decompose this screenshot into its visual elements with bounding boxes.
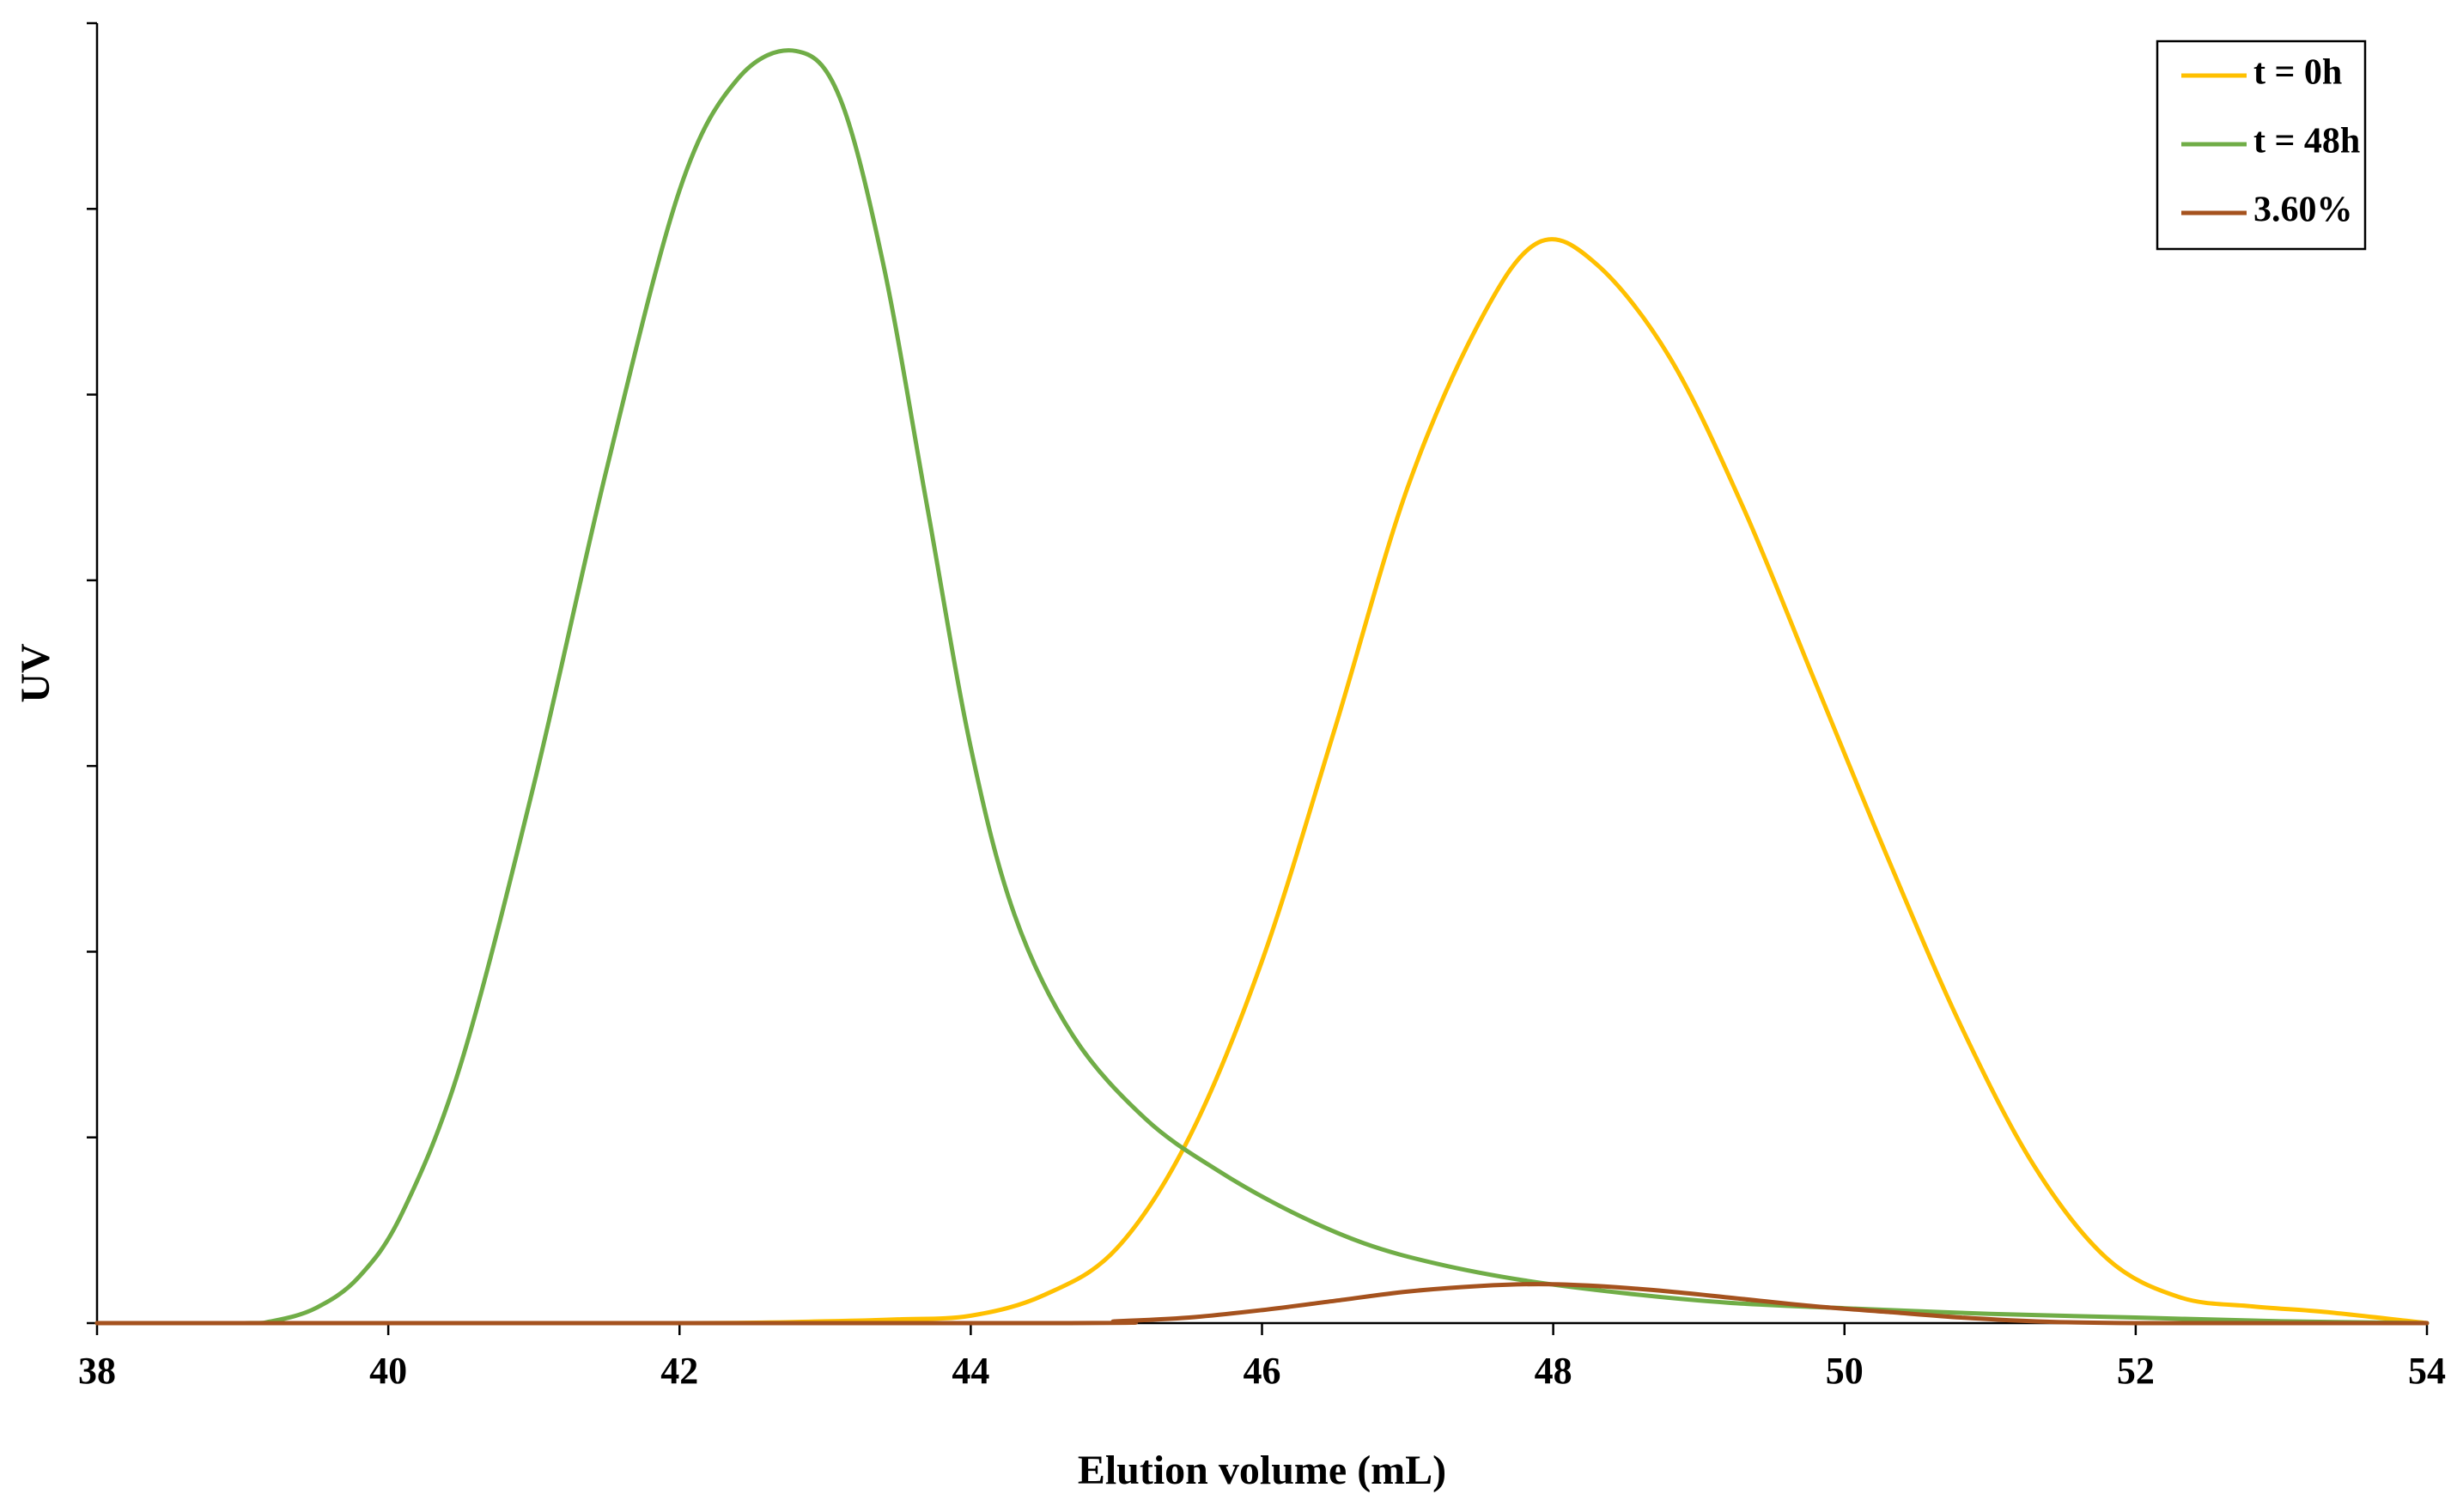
x-tick-label: 54: [2408, 1350, 2446, 1392]
x-tick-label: 46: [1244, 1350, 1281, 1392]
series-layer: [94, 48, 2430, 1326]
legend-label: t = 48h: [2253, 122, 2360, 161]
x-tick-label: 40: [369, 1350, 407, 1392]
y-axis-title: UV: [13, 643, 58, 703]
legend: t = 0h t = 48h 3.60%: [2156, 39, 2367, 251]
x-tick-label: 48: [1535, 1350, 1572, 1392]
axes: 38 40 42 44 46 48 50 52 54: [78, 21, 2446, 1392]
x-tick-label: 52: [2117, 1350, 2155, 1392]
legend-label: 3.60%: [2253, 191, 2353, 230]
x-tick-label: 44: [952, 1350, 989, 1392]
series-line-2: [94, 48, 2430, 1326]
x-tick-label: 50: [1826, 1350, 1864, 1392]
x-axis-title: Elution volume (mL): [1078, 1448, 1446, 1493]
x-tick-label: 38: [78, 1350, 116, 1392]
series-line-1: [94, 237, 2430, 1326]
x-tick-label: 42: [660, 1350, 698, 1392]
legend-label: t = 0h: [2253, 53, 2342, 93]
series-line-3: [94, 1282, 2430, 1326]
